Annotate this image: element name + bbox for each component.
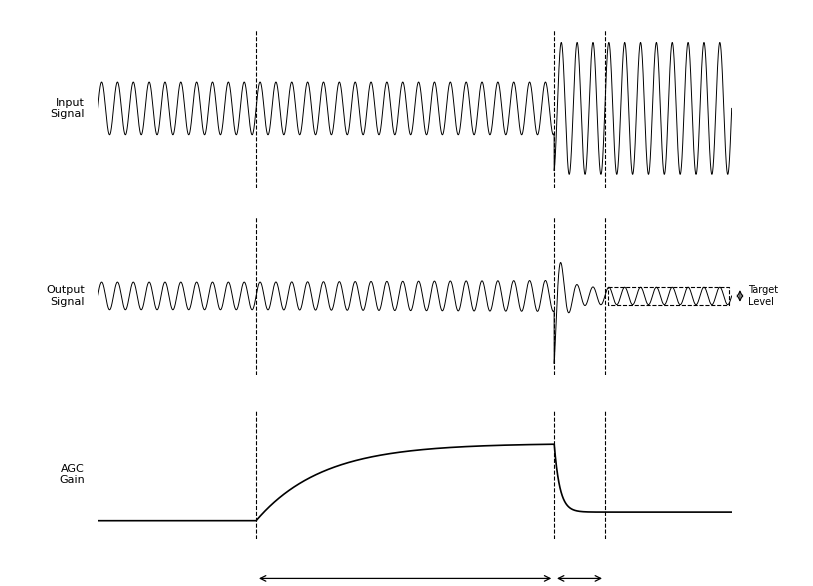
Text: AGC
Gain: AGC Gain: [59, 464, 85, 485]
Text: Output
Signal: Output Signal: [46, 285, 85, 306]
Text: Target
Level: Target Level: [748, 285, 778, 306]
Text: Input
Signal: Input Signal: [50, 98, 85, 119]
